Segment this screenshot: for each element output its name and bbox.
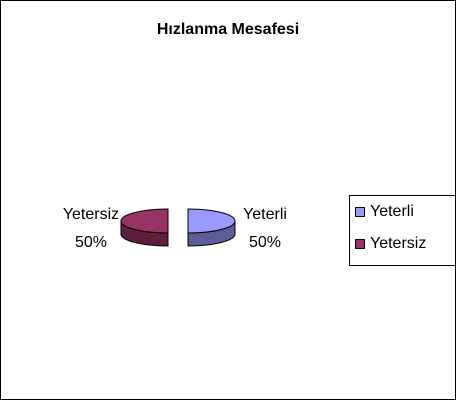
pie-slice — [187, 208, 236, 234]
data-label-value: 50% — [75, 234, 107, 251]
pie-slice — [120, 208, 169, 234]
legend-label: Yetersiz — [370, 235, 426, 252]
data-label-value: 50% — [249, 234, 281, 251]
legend-swatch — [355, 239, 365, 249]
data-label-name: Yetersiz — [63, 206, 119, 223]
chart-title: Hızlanma Mesafesi — [157, 21, 299, 38]
legend-swatch — [355, 207, 365, 217]
data-label-name: Yeterli — [243, 206, 287, 223]
legend-box — [349, 195, 456, 266]
legend-label: Yeterli — [370, 203, 414, 220]
